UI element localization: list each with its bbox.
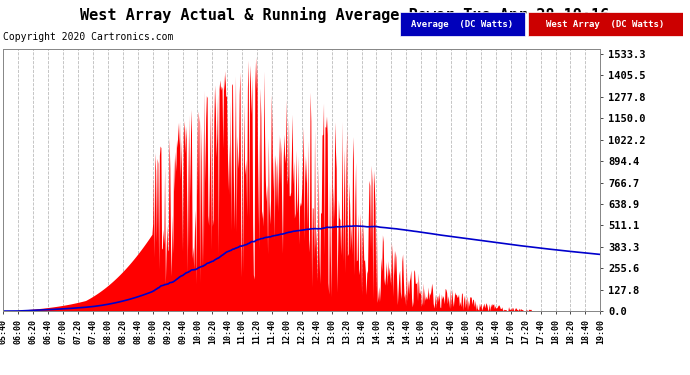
Bar <box>400 12 524 36</box>
Text: West Array Actual & Running Average Power Tue Apr 28 19:16: West Array Actual & Running Average Powe… <box>80 8 610 23</box>
Text: West Array  (DC Watts): West Array (DC Watts) <box>546 20 664 29</box>
Text: Copyright 2020 Cartronics.com: Copyright 2020 Cartronics.com <box>3 32 174 42</box>
Bar <box>527 12 683 36</box>
Text: Average  (DC Watts): Average (DC Watts) <box>411 20 513 29</box>
